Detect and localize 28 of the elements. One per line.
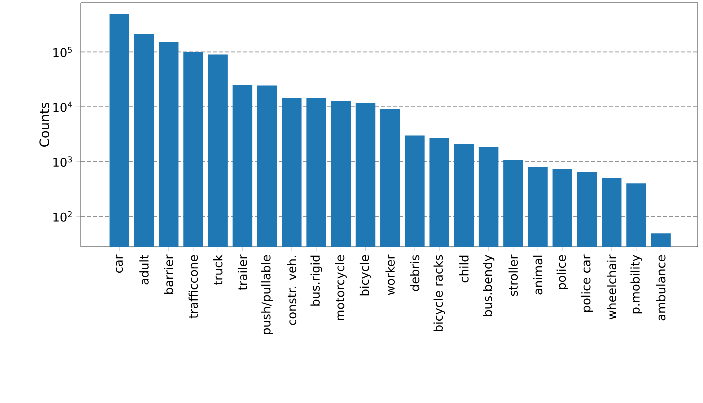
x-tick-label: bicycle (360, 255, 372, 296)
x-tick-label: motorcycle (335, 255, 347, 320)
x-tick-label: wheelchair (607, 254, 617, 320)
x-tick-label: bus.rigid (310, 256, 322, 306)
y-tick-label: 10$^{2}$ (54, 211, 72, 222)
y-tick-label: 10$^{5}$ (54, 47, 72, 58)
x-tick-label: bus.bendy (483, 255, 495, 316)
x-tick-label: constr. veh. (287, 256, 297, 326)
x-tick-label: truck (213, 254, 223, 286)
x-tick-label: trafficcone (188, 255, 198, 319)
x-tick-label: p.mobility (630, 255, 642, 314)
x-tick-label: worker (386, 254, 396, 296)
x-tick-label: child (460, 256, 469, 283)
y-tick-label: 10$^{3}$ (54, 156, 72, 168)
x-tick-label: push/pullable (262, 255, 274, 334)
x-tick-label: police (556, 255, 568, 290)
y-axis-title: Counts (40, 102, 50, 147)
x-tick-label: bicycle racks (434, 255, 446, 332)
x-tick-label: debris (410, 255, 420, 292)
x-tick-label: trailer (238, 254, 248, 290)
x-tick-label: barrier (164, 254, 174, 294)
x-tick-label: stroller (508, 254, 518, 296)
x-tick-label: ambulance (656, 255, 666, 321)
x-tick-label: car (116, 254, 124, 273)
x-tick-label: police car (581, 254, 594, 312)
x-tick-label: adult (140, 255, 149, 285)
y-tick-label: 10$^{4}$ (54, 102, 72, 112)
x-tick-label: animal (533, 256, 543, 295)
